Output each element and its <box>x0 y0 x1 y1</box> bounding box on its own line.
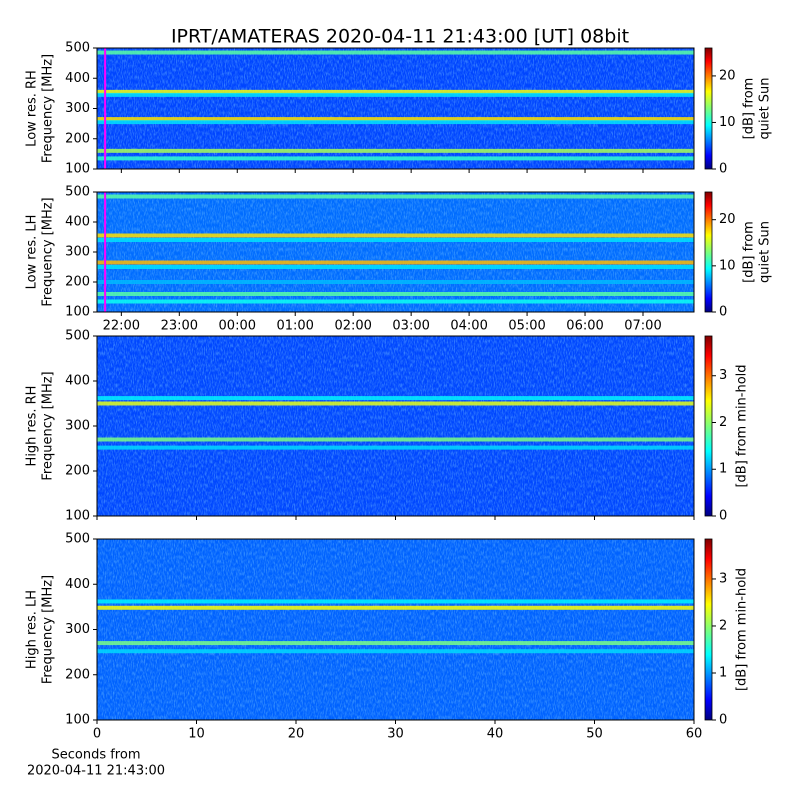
spectral-band <box>97 238 694 242</box>
colorbar-label: [dB] from <box>742 221 757 283</box>
spectral-band <box>97 445 694 450</box>
colorbar-tick-label: 3 <box>719 368 727 383</box>
spectral-band <box>97 265 694 269</box>
x-tick-label: 05:00 <box>508 319 545 334</box>
spectral-band <box>97 599 694 604</box>
heatmap-noise <box>97 539 694 720</box>
y-axis-label: Frequency [MHz] <box>41 54 56 163</box>
y-axis-label: Frequency [MHz] <box>41 575 56 684</box>
colorbar-tick-label: 1 <box>719 462 727 477</box>
y-axis-label: Low res. LH <box>25 215 40 290</box>
x-axis-label: 2020-04-11 21:43:00 <box>27 764 165 779</box>
y-axis-label: Frequency [MHz] <box>41 197 56 306</box>
y-tick-label: 200 <box>65 667 90 682</box>
x-tick-label: 60 <box>686 727 703 742</box>
x-axis-label: Seconds from <box>51 748 140 763</box>
x-tick-label: 0 <box>93 727 101 742</box>
spectral-band <box>97 396 694 401</box>
x-tick-label: 00:00 <box>219 319 256 334</box>
spectral-band <box>97 89 694 94</box>
spectral-band <box>97 641 694 646</box>
y-axis-label: High res. LH <box>25 590 40 669</box>
y-tick-label: 300 <box>65 245 90 260</box>
spectral-band <box>97 194 694 199</box>
spectral-band <box>97 401 694 406</box>
x-tick-label: 06:00 <box>566 319 603 334</box>
colorbar-label: [dB] from min-hold <box>735 568 750 691</box>
y-tick-label: 500 <box>65 532 90 547</box>
y-tick-label: 400 <box>65 374 90 389</box>
x-tick-label: 02:00 <box>334 319 371 334</box>
colorbar-tick-label: 0 <box>719 713 727 728</box>
y-tick-label: 400 <box>65 577 90 592</box>
x-tick-label: 03:00 <box>392 319 429 334</box>
y-axis-label: Frequency [MHz] <box>41 371 56 480</box>
y-tick-label: 100 <box>65 162 90 177</box>
x-tick-label: 30 <box>387 727 404 742</box>
y-axis-label: High res. RH <box>25 386 40 467</box>
colorbar-tick-label: 0 <box>719 162 727 177</box>
x-tick-label: 23:00 <box>161 319 198 334</box>
spectral-band <box>97 92 694 97</box>
y-tick-label: 100 <box>65 713 90 728</box>
colorbar <box>704 538 713 721</box>
colorbar-label: [dB] from min-hold <box>735 364 750 487</box>
colorbar-tick-label: 10 <box>719 115 736 130</box>
y-tick-label: 500 <box>65 185 90 200</box>
y-tick-label: 300 <box>65 419 90 434</box>
spectral-band <box>97 117 694 122</box>
heatmap-noise <box>97 336 694 516</box>
x-tick-label: 10 <box>188 727 205 742</box>
y-tick-label: 400 <box>65 71 90 86</box>
spectral-band <box>97 605 694 610</box>
colorbar-tick-label: 0 <box>719 305 727 320</box>
spectral-band <box>97 120 694 125</box>
colorbar-tick-label: 2 <box>719 618 727 633</box>
y-tick-label: 400 <box>65 215 90 230</box>
colorbar-tick-label: 20 <box>719 68 736 83</box>
y-axis-label: Low res. RH <box>25 70 40 147</box>
y-tick-label: 300 <box>65 101 90 116</box>
colorbar <box>704 47 713 170</box>
x-tick-label: 01:00 <box>276 319 313 334</box>
colorbar-tick-label: 1 <box>719 665 727 680</box>
spectral-band <box>97 299 694 304</box>
x-tick-label: 20 <box>288 727 305 742</box>
colorbar-label: [dB] from <box>742 78 757 140</box>
colorbar-tick-label: 20 <box>719 212 736 227</box>
y-tick-label: 200 <box>65 275 90 290</box>
colorbar <box>704 191 713 313</box>
y-tick-label: 200 <box>65 464 90 479</box>
spectral-band <box>97 148 694 153</box>
x-tick-label: 07:00 <box>624 319 661 334</box>
colorbar-tick-label: 3 <box>719 571 727 586</box>
colorbar-tick-label: 0 <box>719 509 727 524</box>
y-tick-label: 500 <box>65 329 90 344</box>
spectral-band <box>97 280 694 284</box>
spectral-band <box>97 292 694 296</box>
y-tick-label: 100 <box>65 509 90 524</box>
colorbar-label: quiet Sun <box>758 77 773 139</box>
spectral-band <box>97 233 694 238</box>
x-tick-label: 22:00 <box>103 319 140 334</box>
colorbar <box>704 335 713 517</box>
y-tick-label: 100 <box>65 305 90 320</box>
x-tick-label: 04:00 <box>450 319 487 334</box>
heatmap-noise <box>97 48 694 169</box>
colorbar-tick-label: 10 <box>719 258 736 273</box>
y-tick-label: 300 <box>65 622 90 637</box>
y-tick-label: 500 <box>65 41 90 56</box>
spectral-band <box>97 437 694 442</box>
title: IPRT/AMATERAS 2020-04-11 21:43:00 [UT] 0… <box>171 26 629 48</box>
y-tick-label: 200 <box>65 131 90 146</box>
colorbar-label: quiet Sun <box>758 221 773 283</box>
spectral-band <box>97 156 694 161</box>
spectral-band <box>97 50 694 55</box>
spectral-band <box>97 260 694 265</box>
x-tick-label: 50 <box>586 727 603 742</box>
colorbar-tick-label: 2 <box>719 415 727 430</box>
x-tick-label: 40 <box>487 727 504 742</box>
spectral-band <box>97 649 694 654</box>
